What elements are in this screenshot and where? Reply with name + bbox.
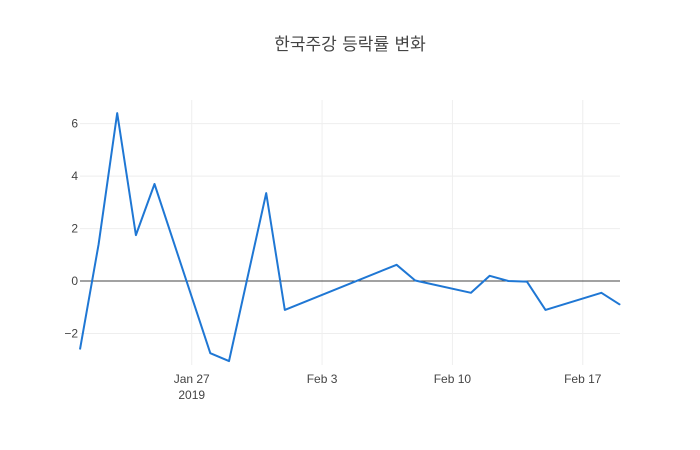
y-tick-label: 6 [71,117,78,131]
data-point [396,264,398,266]
data-point [284,309,286,311]
x-tick-label: Feb 3 [307,372,338,386]
x-tick-label: Jan 27 [174,372,210,386]
data-point [526,281,528,283]
chart-title: 한국주강 등락률 변화 [274,35,426,55]
data-point [79,348,81,350]
y-axis: −2 0 2 4 6 [64,117,78,341]
y-tick-label: 4 [71,169,78,183]
data-point [265,192,267,194]
data-point [228,360,230,362]
data-point [153,183,155,185]
x-tick-label: Feb 10 [434,372,472,386]
x-tick-label: Feb 17 [564,372,602,386]
data-point [619,304,621,306]
y-tick-label: 2 [71,222,78,236]
y-tick-label: 0 [71,274,78,288]
data-point [600,292,602,294]
data-point [135,234,137,236]
x-axis: Jan 27 2019 Feb 3 Feb 10 Feb 17 [174,372,602,402]
grid-lines [80,100,620,365]
data-point [98,243,100,245]
data-point [489,275,491,277]
series-line [79,112,621,363]
data-point [507,280,509,282]
data-point [545,309,547,311]
data-point [209,352,211,354]
x-tick-sublabel: 2019 [178,388,205,402]
data-point [414,280,416,282]
data-point [116,112,118,114]
plot-area [79,112,621,363]
data-point [470,292,472,294]
y-tick-label: −2 [64,327,78,341]
